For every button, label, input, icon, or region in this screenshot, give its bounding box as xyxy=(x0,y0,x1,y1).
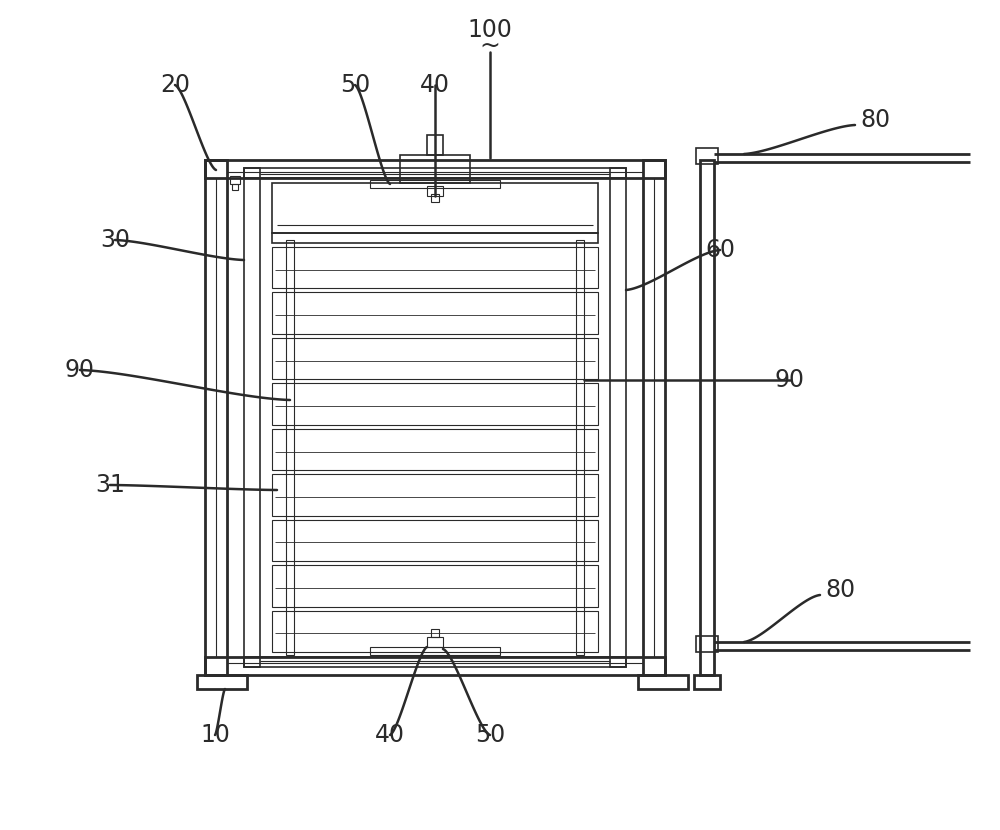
Text: 60: 60 xyxy=(705,238,735,262)
Bar xyxy=(272,520,598,561)
Text: 100: 100 xyxy=(468,18,512,42)
Bar xyxy=(427,186,443,196)
Bar xyxy=(696,636,718,652)
Bar xyxy=(272,611,598,652)
Bar xyxy=(286,240,294,655)
Bar xyxy=(205,657,665,675)
Bar xyxy=(272,429,598,471)
Bar xyxy=(244,168,626,178)
Text: 80: 80 xyxy=(860,108,890,132)
Text: 80: 80 xyxy=(825,578,855,602)
Bar xyxy=(205,160,227,675)
Bar xyxy=(427,135,443,155)
Text: 30: 30 xyxy=(100,228,130,252)
Bar xyxy=(272,292,598,334)
Bar xyxy=(427,637,443,647)
Bar xyxy=(696,148,718,164)
Bar xyxy=(272,474,598,515)
Bar xyxy=(244,657,626,667)
Bar xyxy=(272,183,598,233)
Bar xyxy=(244,168,260,667)
Bar xyxy=(370,180,500,188)
Bar xyxy=(230,176,240,184)
Text: 50: 50 xyxy=(475,723,505,747)
Text: ~: ~ xyxy=(480,34,500,58)
Text: 90: 90 xyxy=(775,368,805,392)
Bar xyxy=(694,675,720,689)
Bar xyxy=(610,168,626,667)
Bar xyxy=(272,247,598,289)
Bar xyxy=(272,338,598,379)
Bar xyxy=(576,240,584,655)
Text: 40: 40 xyxy=(375,723,405,747)
Bar xyxy=(205,160,665,178)
Text: 31: 31 xyxy=(95,473,125,497)
Text: 40: 40 xyxy=(420,73,450,97)
Bar xyxy=(643,160,665,675)
Bar xyxy=(638,675,688,689)
Bar xyxy=(272,383,598,425)
Text: 50: 50 xyxy=(340,73,370,97)
Bar xyxy=(197,675,247,689)
Text: 90: 90 xyxy=(65,358,95,382)
Bar xyxy=(272,233,598,243)
Text: 20: 20 xyxy=(160,73,190,97)
Bar xyxy=(431,629,439,637)
Bar xyxy=(272,565,598,607)
Bar xyxy=(232,184,238,190)
Bar xyxy=(400,155,470,183)
Bar xyxy=(700,160,714,675)
Text: 10: 10 xyxy=(200,723,230,747)
Bar xyxy=(431,194,439,202)
Bar xyxy=(370,647,500,655)
